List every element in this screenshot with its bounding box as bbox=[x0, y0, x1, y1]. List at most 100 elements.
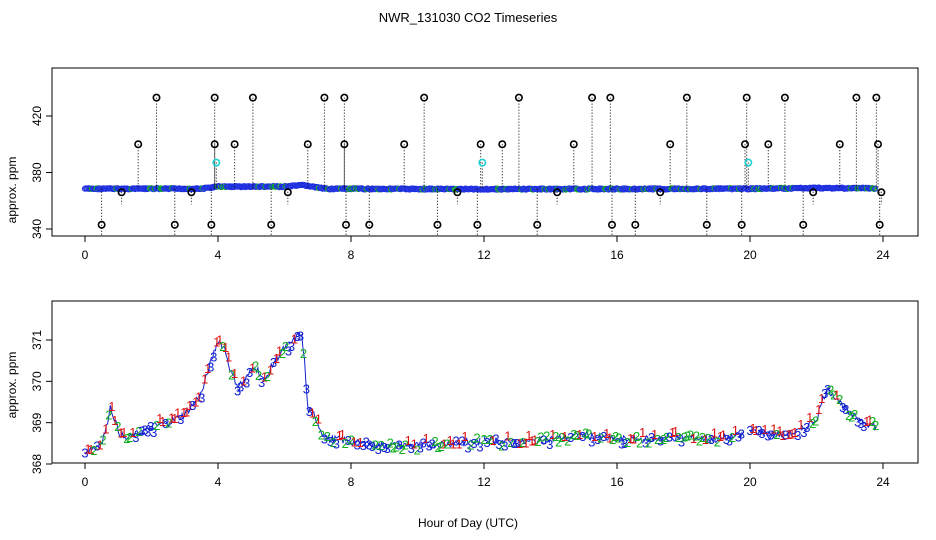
bottom-series2-point: 2 bbox=[252, 359, 259, 374]
bottom-plot-marks: 3112312121121122132333332113211131113113… bbox=[81, 328, 879, 460]
bottom-series3-point: 3 bbox=[860, 419, 867, 434]
bottom-series3-point: 3 bbox=[246, 365, 253, 380]
bottom-series2-point: 2 bbox=[123, 431, 130, 446]
bottom-series3-point: 3 bbox=[270, 355, 277, 370]
bottom-series1-point: 1 bbox=[351, 435, 358, 450]
bottom-series2-point: 2 bbox=[615, 430, 622, 445]
bottom-series3-point: 3 bbox=[237, 379, 244, 394]
bottom-series3-point: 3 bbox=[321, 431, 328, 446]
bottom-series1-point: 1 bbox=[815, 402, 822, 417]
bottom-series1-point: 1 bbox=[449, 437, 456, 452]
bottom-series1-point: 1 bbox=[749, 421, 756, 436]
bottom-series1-point: 1 bbox=[440, 437, 447, 452]
bottom-series1-point: 1 bbox=[455, 437, 462, 452]
bottom-series2-point: 2 bbox=[414, 442, 421, 457]
bottom-series2-point: 2 bbox=[467, 438, 474, 453]
bottom-series-line bbox=[84, 332, 481, 455]
top-flag-point bbox=[877, 188, 886, 197]
top-flag-point bbox=[117, 188, 126, 197]
bottom-series1-point: 1 bbox=[525, 428, 532, 443]
bottom-series3-point: 3 bbox=[510, 436, 517, 451]
bottom-series1-point: 1 bbox=[779, 428, 786, 443]
bottom-series1-point: 1 bbox=[129, 425, 136, 440]
top-xtick-label: 0 bbox=[82, 248, 89, 262]
bottom-series-line bbox=[483, 430, 744, 448]
top-plot-frame bbox=[51, 67, 919, 237]
bottom-series1-point: 1 bbox=[791, 425, 798, 440]
bottom-series3-point: 3 bbox=[642, 436, 649, 451]
bottom-series3-point: 3 bbox=[375, 442, 382, 457]
bottom-series1-point: 1 bbox=[603, 426, 610, 441]
top-ytick-label: 380 bbox=[30, 162, 44, 182]
bottom-series3-point: 3 bbox=[258, 375, 265, 390]
bottom-series3-point: 3 bbox=[579, 429, 586, 444]
top-flag-point bbox=[210, 140, 219, 149]
bottom-series1-point: 1 bbox=[213, 334, 220, 349]
bottom-series1-point: 1 bbox=[528, 434, 535, 449]
top-flag-point bbox=[170, 220, 179, 229]
bottom-xtick-label: 4 bbox=[215, 475, 222, 489]
bottom-series2-point: 2 bbox=[585, 426, 592, 441]
top-flag-point bbox=[187, 188, 196, 197]
bottom-series2-point: 2 bbox=[582, 426, 589, 441]
bottom-series2-point: 2 bbox=[387, 436, 394, 451]
bottom-series3-point: 3 bbox=[657, 433, 664, 448]
bottom-series2-point: 2 bbox=[99, 432, 106, 447]
bottom-series1-point: 1 bbox=[156, 411, 163, 426]
bottom-series3-point: 3 bbox=[369, 439, 376, 454]
top-flag-point bbox=[874, 140, 883, 149]
top-flag-point bbox=[799, 220, 808, 229]
bottom-series1-point: 1 bbox=[231, 366, 238, 381]
bottom-series2-point: 2 bbox=[552, 429, 559, 444]
bottom-series3-point: 3 bbox=[306, 404, 313, 419]
top-baseline-point bbox=[141, 186, 148, 193]
bottom-series1-point: 1 bbox=[446, 433, 453, 448]
bottom-series3-point: 3 bbox=[162, 416, 169, 431]
bottom-series1-point: 1 bbox=[489, 433, 496, 448]
top-baseline-point bbox=[519, 186, 526, 193]
bottom-series1-point: 1 bbox=[669, 425, 676, 440]
bottom-series1-point: 1 bbox=[261, 369, 268, 384]
top-flag-point bbox=[478, 158, 487, 167]
bottom-series1-point: 1 bbox=[806, 410, 813, 425]
bottom-series2-point: 2 bbox=[342, 436, 349, 451]
top-baseline-point bbox=[426, 185, 433, 192]
bottom-series3-point: 3 bbox=[495, 437, 502, 452]
bottom-series3-point: 3 bbox=[723, 432, 730, 447]
figure-title: NWR_131030 CO2 Timeseries bbox=[379, 10, 558, 25]
bottom-series3-point: 3 bbox=[764, 428, 771, 443]
bottom-series2-point: 2 bbox=[612, 429, 619, 444]
bottom-series2-point: 2 bbox=[126, 430, 133, 445]
top-baseline-point bbox=[246, 183, 253, 190]
bottom-xtick-label: 12 bbox=[477, 475, 491, 489]
bottom-series1-point: 1 bbox=[171, 411, 178, 426]
bottom-series1-point: 1 bbox=[183, 404, 190, 419]
bottom-series3-point: 3 bbox=[189, 398, 196, 413]
top-flag-point bbox=[702, 220, 711, 229]
top-flag-point bbox=[152, 93, 161, 102]
top-plot-marks bbox=[81, 93, 886, 236]
bottom-series1-point: 1 bbox=[159, 414, 166, 429]
bottom-series1-point: 1 bbox=[204, 361, 211, 376]
bottom-xtick-label: 16 bbox=[610, 475, 624, 489]
bottom-series1-point: 1 bbox=[180, 405, 187, 420]
top-plot-axes: 0 4 8 12 16 20 24 340 380 420 bbox=[30, 106, 890, 262]
bottom-series1-point: 1 bbox=[273, 351, 280, 366]
top-flag-point bbox=[400, 140, 409, 149]
bottom-series3-point: 3 bbox=[821, 386, 828, 401]
top-flag-point bbox=[303, 140, 312, 149]
bottom-series2-point: 2 bbox=[645, 436, 652, 451]
bottom-series3-point: 3 bbox=[177, 412, 184, 427]
top-flag-point bbox=[606, 93, 615, 102]
bottom-series3-point: 3 bbox=[857, 416, 864, 431]
bottom-series1-point: 1 bbox=[84, 441, 91, 456]
bottom-series1-point: 1 bbox=[711, 426, 718, 441]
bottom-series2-point: 2 bbox=[486, 432, 493, 447]
bottom-series1-point: 1 bbox=[422, 431, 429, 446]
bottom-series3-point: 3 bbox=[782, 428, 789, 443]
bottom-series3-point: 3 bbox=[294, 329, 301, 344]
bottom-series1-point: 1 bbox=[639, 425, 646, 440]
bottom-series3-point: 3 bbox=[452, 434, 459, 449]
bottom-series2-point: 2 bbox=[663, 430, 670, 445]
